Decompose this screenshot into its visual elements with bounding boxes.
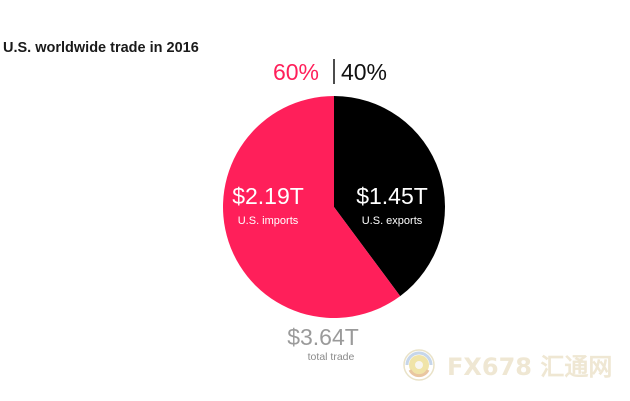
watermark-logo-icon <box>403 349 435 381</box>
total-value-label: $3.64T <box>287 324 359 350</box>
pie-group <box>223 96 446 318</box>
watermark-text: FX678 汇通网 <box>447 353 612 381</box>
chart-title: U.S. worldwide trade in 2016 <box>3 40 199 56</box>
imports-percent-label: 60% <box>273 59 319 85</box>
pie-slice-us-exports <box>334 96 446 297</box>
imports-value-label: $2.19T <box>232 183 304 209</box>
exports-percent-label: 40% <box>341 59 387 85</box>
exports-category-label: U.S. exports <box>362 215 423 227</box>
total-category-label: total trade <box>308 351 355 363</box>
pie-slice-us-imports <box>223 96 401 318</box>
exports-value-label: $1.45T <box>356 183 428 209</box>
imports-category-label: U.S. imports <box>238 215 299 227</box>
